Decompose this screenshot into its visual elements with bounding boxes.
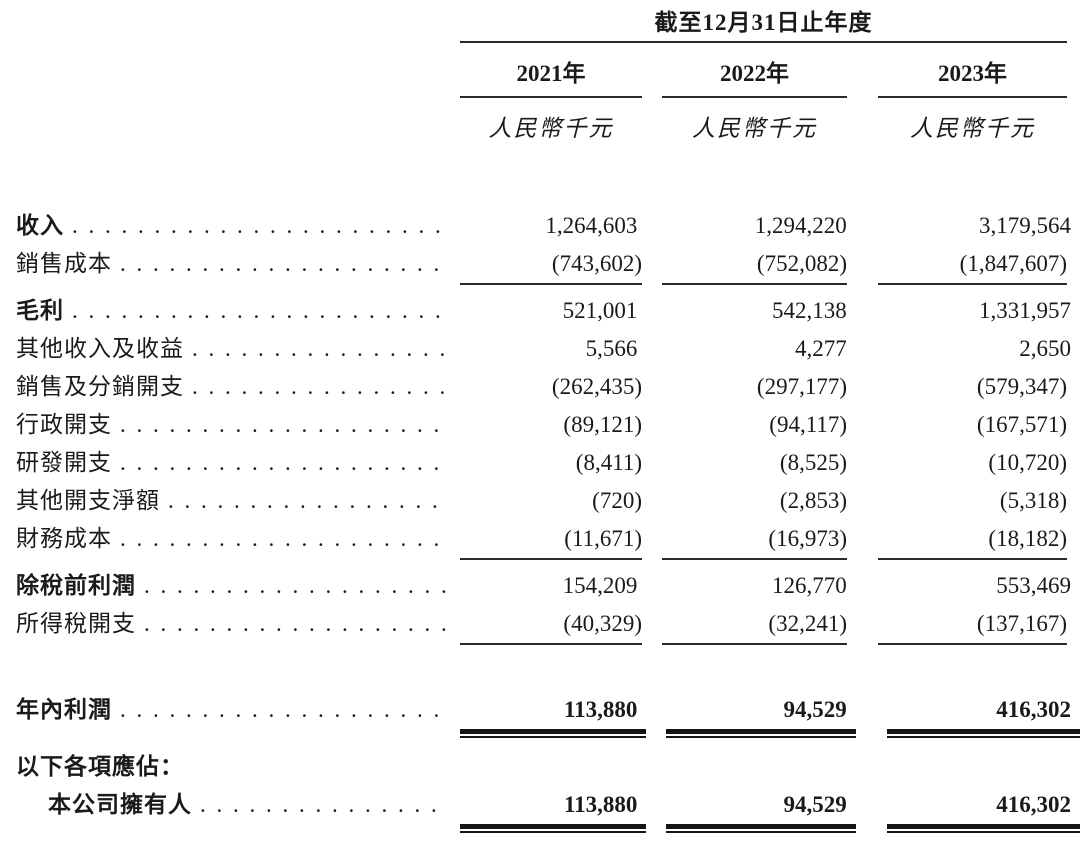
row-label: 年內利潤 — [16, 697, 112, 722]
value-2021: (40,329) — [460, 605, 642, 645]
value-2021: 154,209 — [562, 573, 638, 598]
table-row-owners-of-company: 本公司擁有人 113,880 94,529 416,302 — [16, 786, 1080, 833]
dot-leader — [192, 368, 446, 406]
column-year-2021: 2021年 — [460, 43, 642, 98]
row-label: 銷售及分銷開支 — [16, 374, 184, 399]
value-2022: 1,294,220 — [754, 213, 847, 238]
value-2023: 416,302 — [886, 691, 1080, 738]
dot-leader — [72, 292, 446, 330]
value-2021: 5,566 — [585, 336, 638, 361]
table-header: 截至12月31日止年度 2021年 2022年 2023年 人民幣千元 人民幣千… — [460, 8, 1067, 143]
value-2022: (8,525) — [779, 450, 847, 475]
dot-leader — [200, 786, 446, 824]
dot-leader — [120, 406, 446, 444]
value-2022: (752,082) — [662, 245, 847, 285]
value-2021: 113,880 — [460, 691, 647, 738]
unit-label-2022: 人民幣千元 — [692, 116, 817, 141]
table-row-selling-distribution: 銷售及分銷開支 (262,435) (297,177) (579,347) — [16, 368, 1080, 406]
row-label: 研發開支 — [16, 450, 112, 475]
value-2023: (167,571) — [976, 412, 1067, 437]
dot-leader — [144, 605, 446, 643]
row-label: 以下各項應佔： — [16, 754, 184, 779]
dot-leader — [192, 330, 446, 368]
value-2021: (262,435) — [551, 374, 642, 399]
table-row-profit-before-tax: 除稅前利潤 154,209 126,770 553,469 — [16, 567, 1080, 605]
value-2021: 521,001 — [562, 298, 638, 323]
period-header: 截至12月31日止年度 — [654, 10, 873, 35]
value-2022: (32,241) — [662, 605, 847, 645]
value-2023: 2,650 — [1019, 336, 1071, 361]
value-2022: 542,138 — [772, 298, 847, 323]
value-2021: 1,264,603 — [545, 213, 638, 238]
value-2021: (89,121) — [563, 412, 642, 437]
value-2023: (10,720) — [988, 450, 1067, 475]
row-label: 除稅前利潤 — [16, 573, 136, 598]
value-2022: (2,853) — [779, 488, 847, 513]
table-row-rd-expenses: 研發開支 (8,411) (8,525) (10,720) — [16, 444, 1080, 482]
value-2022: (94,117) — [769, 412, 847, 437]
year-header-row: 2021年 2022年 2023年 — [460, 43, 1067, 98]
value-2023: (137,167) — [878, 605, 1067, 645]
table-row-other-expenses-net: 其他開支淨額 (720) (2,853) (5,318) — [16, 482, 1080, 520]
table-row-cost-of-sales: 銷售成本 (743,602) (752,082) (1,847,607) — [16, 245, 1080, 285]
period-header-rule — [460, 41, 1067, 43]
table-body: 收入 1,264,603 1,294,220 3,179,564 銷售成本 (7… — [16, 207, 1080, 833]
dot-leader — [72, 207, 446, 245]
dot-leader — [120, 520, 446, 558]
table-row-other-income: 其他收入及收益 5,566 4,277 2,650 — [16, 330, 1080, 368]
value-2021: 113,880 — [460, 786, 647, 833]
table-row-income-tax: 所得稅開支 (40,329) (32,241) (137,167) — [16, 605, 1080, 645]
value-2023: (579,347) — [976, 374, 1067, 399]
dot-leader — [120, 691, 446, 729]
value-2022: 94,529 — [666, 786, 857, 833]
row-label: 收入 — [16, 213, 64, 238]
unit-header-row: 人民幣千元 人民幣千元 人民幣千元 — [460, 98, 1067, 143]
table-row-gross-profit: 毛利 521,001 542,138 1,331,957 — [16, 292, 1080, 330]
value-2023: (1,847,607) — [878, 245, 1067, 285]
row-label: 其他收入及收益 — [16, 336, 184, 361]
table-row-attributable-to: 以下各項應佔： — [16, 748, 1080, 786]
row-label: 所得稅開支 — [16, 611, 136, 636]
column-year-2022: 2022年 — [662, 43, 847, 98]
column-year-2023: 2023年 — [878, 43, 1067, 98]
row-label: 本公司擁有人 — [48, 792, 192, 817]
value-2022: 126,770 — [772, 573, 847, 598]
value-2023: 1,331,957 — [979, 298, 1071, 323]
value-2023: 553,469 — [996, 573, 1071, 598]
table-row-finance-costs: 財務成本 (11,671) (16,973) (18,182) — [16, 520, 1080, 560]
value-2023: 416,302 — [886, 786, 1080, 833]
unit-label-2021: 人民幣千元 — [488, 116, 614, 141]
table-row-revenue: 收入 1,264,603 1,294,220 3,179,564 — [16, 207, 1080, 245]
row-label: 毛利 — [16, 298, 64, 323]
value-2023: (18,182) — [878, 520, 1067, 560]
value-2022: 4,277 — [795, 336, 847, 361]
unit-label-2023: 人民幣千元 — [910, 116, 1035, 141]
dot-leader — [120, 444, 446, 482]
row-label: 行政開支 — [16, 412, 112, 437]
row-label: 銷售成本 — [16, 251, 112, 276]
value-2021: (11,671) — [460, 520, 642, 560]
table-row-profit-for-year: 年內利潤 113,880 94,529 416,302 — [16, 691, 1080, 738]
dot-leader — [144, 567, 446, 605]
dot-leader — [168, 482, 446, 520]
row-label: 財務成本 — [16, 526, 112, 551]
value-2021: (720) — [592, 488, 642, 513]
value-2023: (5,318) — [999, 488, 1067, 513]
value-2023: 3,179,564 — [979, 213, 1071, 238]
value-2022: (16,973) — [662, 520, 847, 560]
value-2022: 94,529 — [666, 691, 857, 738]
value-2021: (743,602) — [460, 245, 642, 285]
row-label: 其他開支淨額 — [16, 488, 160, 513]
dot-leader — [120, 245, 446, 283]
table-row-admin-expenses: 行政開支 (89,121) (94,117) (167,571) — [16, 406, 1080, 444]
value-2022: (297,177) — [756, 374, 847, 399]
value-2021: (8,411) — [575, 450, 642, 475]
